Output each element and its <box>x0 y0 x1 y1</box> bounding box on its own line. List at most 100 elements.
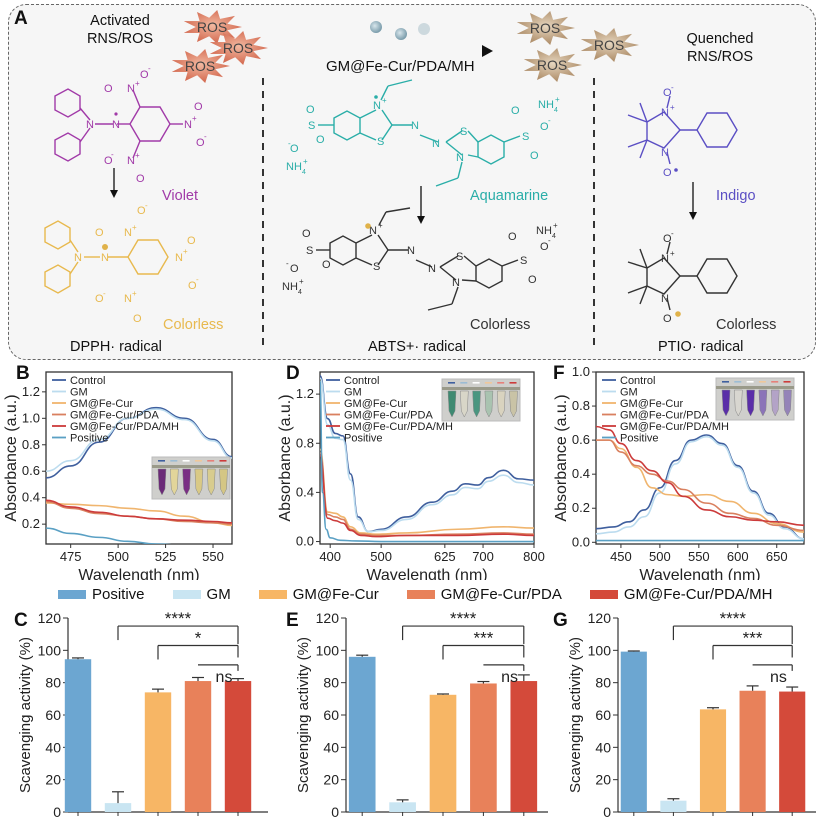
y-tick-label: 120 <box>38 610 62 626</box>
svg-text:N: N <box>124 227 132 239</box>
series-group <box>320 374 534 543</box>
svg-text:N: N <box>661 147 669 159</box>
tube-rack <box>152 465 230 468</box>
x-tick-label: 600 <box>727 549 749 564</box>
series-line-gm <box>596 435 804 540</box>
bar-gm-fe-cur-pda-mh <box>779 691 806 812</box>
svg-text:S: S <box>456 251 463 263</box>
svg-text:+: + <box>303 157 308 166</box>
significance-label: ns <box>501 669 518 686</box>
svg-text:4: 4 <box>552 233 556 240</box>
series-line-control <box>320 374 534 533</box>
y-axis-label: Absorbance (a.u.) <box>3 394 20 521</box>
svg-text:NH: NH <box>538 99 554 111</box>
inset-photo <box>441 378 521 422</box>
x-tick-label: 500 <box>370 549 392 564</box>
svg-text:N: N <box>661 293 669 305</box>
svg-text:O: O <box>95 293 104 305</box>
ros-label: ROS <box>594 37 624 53</box>
dpph-colorless-structure <box>44 220 169 294</box>
x-tick-label: 400 <box>319 549 341 564</box>
svg-text:NH: NH <box>536 225 552 237</box>
svg-text:+: + <box>183 247 188 256</box>
svg-text:+: + <box>135 79 140 88</box>
legend-label: GM <box>620 387 638 399</box>
bar-gm <box>389 802 416 812</box>
y-tick-label: 1.2 <box>296 386 314 401</box>
reaction-arrow-label: GM@Fe-Cur/PDA/MH <box>326 58 475 75</box>
nanoparticle-icon <box>395 28 407 40</box>
tube-cap-mark <box>722 381 729 383</box>
y-tick-label: 0 <box>53 804 61 820</box>
activated-title-line1: Activated <box>90 13 150 29</box>
activated-title: Activated RNS/ROS <box>70 12 170 48</box>
svg-text:O: O <box>290 263 299 275</box>
y-tick-label: 1.2 <box>22 384 40 399</box>
quenched-title-line2: RNS/ROS <box>686 49 754 65</box>
x-axis-label: Wavelength (nm) <box>366 567 487 580</box>
svg-text:-: - <box>548 236 551 245</box>
svg-text:N: N <box>184 119 192 131</box>
svg-text:O: O <box>140 69 149 81</box>
svg-text:+: + <box>132 289 137 298</box>
svg-text:O: O <box>95 227 104 239</box>
sample-tube <box>746 389 755 417</box>
nanoparticle-icon <box>418 23 430 35</box>
svg-text:-: - <box>548 116 551 125</box>
legend-label: Positive <box>70 433 109 445</box>
svg-text:+: + <box>132 223 137 232</box>
tube-cap-mark <box>509 382 517 384</box>
svg-text:O: O <box>302 228 311 240</box>
legend-swatch <box>589 589 618 599</box>
svg-text:+: + <box>135 151 140 160</box>
nanoparticle-icon <box>370 21 382 33</box>
svg-text:O: O <box>511 105 520 117</box>
tube-cap-mark <box>194 460 202 462</box>
tube-cap-mark <box>484 382 492 384</box>
y-tick-label: 100 <box>316 642 340 658</box>
sample-tube <box>170 468 179 496</box>
tube-cap-mark <box>758 381 766 383</box>
series-line-gm-fe-cur-pda-mh <box>46 499 232 524</box>
bar-positive <box>64 659 92 812</box>
dpph-before-color: Violet <box>162 188 199 204</box>
svg-text:NH: NH <box>282 281 298 293</box>
svg-text:4: 4 <box>302 169 306 176</box>
svg-text:4: 4 <box>554 107 558 114</box>
y-tick-label: 0.8 <box>572 398 590 413</box>
svg-text:-: - <box>196 275 199 284</box>
y-tick-label: 0.6 <box>572 432 590 447</box>
ros-label: ROS <box>223 40 253 56</box>
arrow-head-icon <box>482 45 493 57</box>
ros-quenched-icon <box>580 28 639 62</box>
y-tick-label: 40 <box>323 739 339 755</box>
series-line-gm-fe-cur-pda <box>596 439 804 532</box>
svg-text:S: S <box>373 261 380 273</box>
svg-text:O: O <box>290 143 299 155</box>
svg-text:O: O <box>194 101 203 113</box>
sample-tube <box>734 389 743 417</box>
tube-cap-mark <box>219 460 227 462</box>
abts-radical-label: ABTS+· radical <box>368 339 466 355</box>
x-axis-label: Wavelength (nm) <box>639 567 760 580</box>
y-tick-label: 0.2 <box>572 500 590 515</box>
svg-text:-: - <box>103 289 106 298</box>
svg-text:S: S <box>522 131 529 143</box>
arrow-down-icon <box>689 212 697 220</box>
series-line-gm-fe-cur-pda <box>320 452 534 537</box>
bar-gm-fe-cur <box>144 692 172 812</box>
dpph-after-color: Colorless <box>163 317 224 333</box>
line-chart-d: 400 500 625 700 800 0.0 0.4 0.8 1.2 Wavelength (n… <box>277 371 545 580</box>
inset-photo <box>151 456 231 500</box>
bar-positive <box>620 651 647 812</box>
bar-gm <box>104 803 132 812</box>
svg-text:N: N <box>407 245 415 257</box>
tube-cap-mark <box>448 382 455 384</box>
y-tick-label: 0 <box>331 804 339 820</box>
svg-text:O: O <box>188 280 197 292</box>
sample-tube <box>472 390 481 418</box>
legend-label: GM@Fe-Cur <box>620 398 683 410</box>
